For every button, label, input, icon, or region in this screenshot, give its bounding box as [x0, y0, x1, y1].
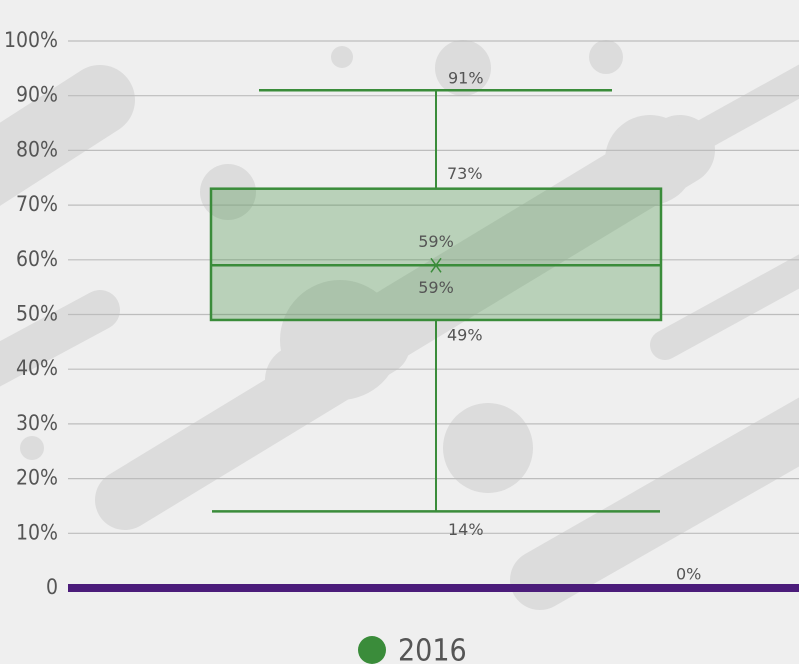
y-tick-label: 10%: [16, 520, 58, 544]
y-tick-label: 70%: [16, 192, 58, 216]
box: [209, 187, 663, 322]
legend-label: 2016: [398, 634, 467, 664]
y-tick-label: 60%: [16, 247, 58, 271]
mean-marker: [430, 257, 442, 273]
data-label: 91%: [448, 69, 484, 88]
data-label: 59%: [418, 278, 454, 297]
data-label: 73%: [447, 164, 483, 183]
y-tick-label: 100%: [4, 28, 58, 52]
baseline-label: 0%: [676, 565, 701, 584]
y-tick-label: 20%: [16, 466, 58, 490]
y-tick-label: 0: [46, 575, 58, 599]
data-label: 49%: [447, 325, 483, 344]
y-tick-label: 90%: [16, 83, 58, 107]
y-tick-label: 40%: [16, 356, 58, 380]
data-label: 14%: [448, 520, 484, 539]
legend-marker: [358, 636, 386, 664]
y-tick-label: 30%: [16, 411, 58, 435]
data-label: 59%: [418, 232, 454, 251]
y-tick-label: 50%: [16, 302, 58, 326]
y-tick-label: 80%: [16, 137, 58, 161]
